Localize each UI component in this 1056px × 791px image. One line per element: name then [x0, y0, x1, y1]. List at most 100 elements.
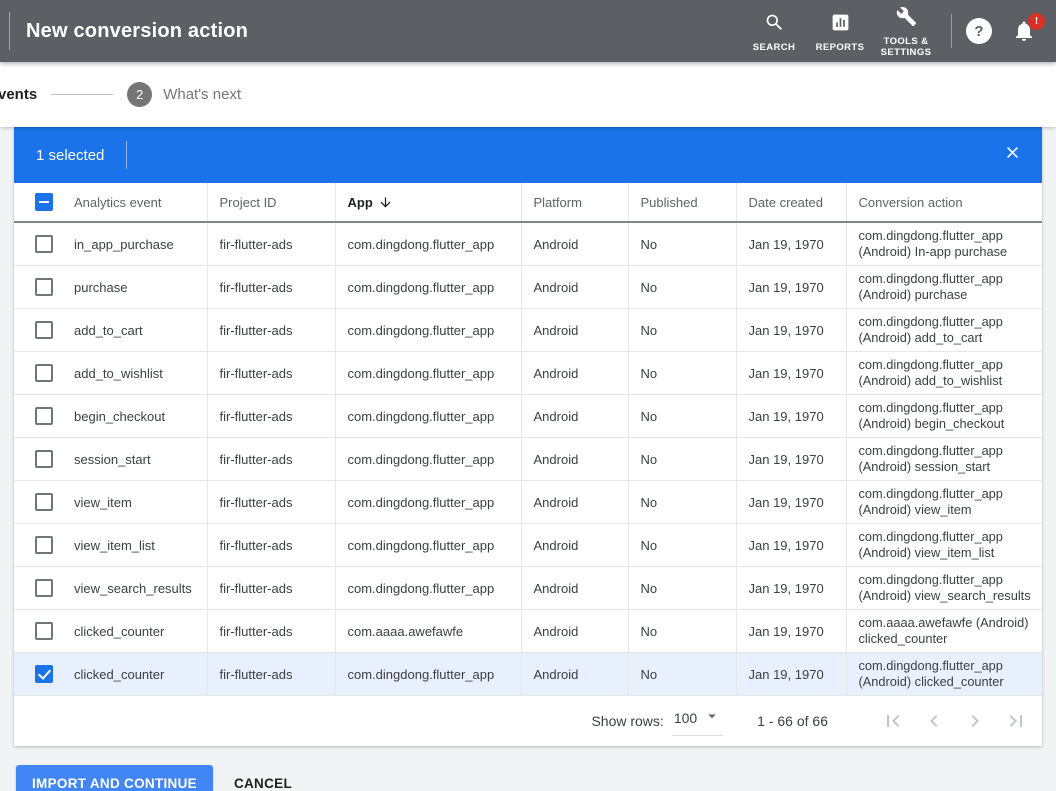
cell-project-id: fir-flutter-ads: [206, 566, 335, 610]
select-all-checkbox[interactable]: [35, 193, 53, 211]
table-row[interactable]: clicked_counter fir-flutter-ads com.ding…: [14, 652, 1042, 696]
table-row[interactable]: clicked_counter fir-flutter-ads com.aaaa…: [14, 609, 1042, 653]
cell-analytics-event: add_to_cart: [74, 308, 207, 352]
notifications-button[interactable]: !: [1012, 13, 1045, 43]
cell-platform: Android: [520, 566, 628, 610]
table-row[interactable]: begin_checkout fir-flutter-ads com.dingd…: [14, 394, 1042, 438]
show-rows-label: Show rows:: [591, 713, 664, 729]
table-row[interactable]: in_app_purchase fir-flutter-ads com.ding…: [14, 222, 1042, 266]
close-selection-button[interactable]: [1003, 143, 1022, 167]
nav-tools-settings-label: TOOLS & SETTINGS: [880, 36, 932, 58]
cell-date-created: Jan 19, 1970: [735, 394, 846, 438]
selection-count: 1 selected: [36, 146, 105, 164]
page-title: New conversion action: [26, 19, 249, 42]
cell-platform: Android: [520, 222, 628, 266]
row-checkbox[interactable]: [35, 665, 53, 683]
notification-badge: !: [1028, 13, 1045, 30]
nav-search-label: SEARCH: [752, 41, 796, 53]
cell-project-id: fir-flutter-ads: [206, 523, 335, 567]
appbar-divider: [951, 14, 952, 48]
cell-platform: Android: [520, 609, 628, 653]
nav-reports[interactable]: REPORTS: [807, 10, 873, 53]
chevron-right-icon: [963, 715, 987, 737]
events-table-card: 1 selected Analytics event Project ID Ap…: [14, 127, 1042, 746]
cell-published: No: [627, 523, 736, 567]
table-row[interactable]: view_search_results fir-flutter-ads com.…: [14, 566, 1042, 610]
cell-app: com.dingdong.flutter_app: [334, 265, 521, 309]
row-checkbox[interactable]: [35, 278, 53, 296]
cell-project-id: fir-flutter-ads: [206, 265, 335, 309]
cell-app: com.dingdong.flutter_app: [334, 222, 521, 266]
table-row[interactable]: add_to_cart fir-flutter-ads com.dingdong…: [14, 308, 1042, 352]
column-header-date-created[interactable]: Date created: [735, 183, 846, 223]
stepper-connector-line: [51, 94, 114, 95]
table-row[interactable]: view_item_list fir-flutter-ads com.dingd…: [14, 523, 1042, 567]
row-checkbox[interactable]: [35, 579, 53, 597]
row-checkbox[interactable]: [35, 536, 53, 554]
cell-platform: Android: [520, 265, 628, 309]
cell-date-created: Jan 19, 1970: [735, 265, 846, 309]
cell-published: No: [627, 480, 736, 524]
column-header-project-id[interactable]: Project ID: [206, 183, 335, 223]
import-and-continue-button[interactable]: IMPORT AND CONTINUE: [16, 765, 213, 791]
show-rows-value: 100: [673, 710, 698, 726]
table-row[interactable]: view_item fir-flutter-ads com.dingdong.f…: [14, 480, 1042, 524]
column-header-published[interactable]: Published: [627, 183, 736, 223]
bottom-actions: IMPORT AND CONTINUE CANCEL: [16, 765, 1056, 791]
chevron-left-icon: [922, 715, 946, 737]
column-header-conversion-action[interactable]: Conversion action: [845, 183, 1042, 223]
cell-project-id: fir-flutter-ads: [206, 609, 335, 653]
stepper-strip: vents 2 What's next: [0, 62, 1056, 127]
cell-date-created: Jan 19, 1970: [735, 566, 846, 610]
next-page-button[interactable]: [963, 709, 987, 733]
cell-platform: Android: [520, 351, 628, 395]
cell-project-id: fir-flutter-ads: [206, 394, 335, 438]
last-page-button[interactable]: [1004, 709, 1028, 733]
cell-analytics-event: clicked_counter: [74, 652, 207, 696]
search-icon: [764, 12, 785, 38]
stepper-step1-label: vents: [0, 86, 38, 103]
row-checkbox[interactable]: [35, 493, 53, 511]
cell-app: com.dingdong.flutter_app: [334, 480, 521, 524]
wrench-icon: [896, 6, 917, 32]
cell-app: com.dingdong.flutter_app: [334, 566, 521, 610]
cancel-button[interactable]: CANCEL: [233, 776, 293, 791]
previous-page-button[interactable]: [922, 709, 946, 733]
dropdown-caret-icon: [697, 707, 721, 730]
selection-bar: 1 selected: [14, 127, 1042, 183]
nav-search[interactable]: SEARCH: [741, 10, 807, 53]
help-button[interactable]: ?: [966, 18, 992, 44]
analytics-events-table: Analytics event Project ID App Platform …: [14, 183, 1042, 696]
cell-published: No: [627, 437, 736, 481]
cell-published: No: [627, 351, 736, 395]
row-checkbox[interactable]: [35, 364, 53, 382]
table-row[interactable]: add_to_wishlist fir-flutter-ads com.ding…: [14, 351, 1042, 395]
cell-date-created: Jan 19, 1970: [735, 351, 846, 395]
cell-published: No: [627, 308, 736, 352]
cell-conversion-action: com.dingdong.flutter_app (Android) begin…: [845, 394, 1042, 438]
row-checkbox[interactable]: [35, 407, 53, 425]
cell-date-created: Jan 19, 1970: [735, 523, 846, 567]
row-checkbox[interactable]: [35, 622, 53, 640]
cell-app: com.dingdong.flutter_app: [334, 652, 521, 696]
row-checkbox[interactable]: [35, 321, 53, 339]
cell-app: com.aaaa.awefawfe: [334, 609, 521, 653]
table-footer: Show rows: 100 1 - 66 of 66: [14, 696, 1042, 746]
table-row[interactable]: session_start fir-flutter-ads com.dingdo…: [14, 437, 1042, 481]
cell-app: com.dingdong.flutter_app: [334, 351, 521, 395]
row-checkbox[interactable]: [35, 235, 53, 253]
column-header-app[interactable]: App: [334, 183, 521, 223]
cell-analytics-event: view_item: [74, 480, 207, 524]
sort-arrow-down-icon: [373, 195, 393, 210]
column-header-analytics-event[interactable]: Analytics event: [74, 183, 207, 223]
column-header-platform[interactable]: Platform: [520, 183, 628, 223]
show-rows-select[interactable]: 100: [671, 707, 724, 736]
stepper-step2-circle: 2: [127, 82, 153, 107]
nav-tools-settings[interactable]: TOOLS & SETTINGS: [873, 4, 939, 58]
cell-analytics-event: session_start: [74, 437, 207, 481]
cell-project-id: fir-flutter-ads: [206, 351, 335, 395]
row-checkbox[interactable]: [35, 450, 53, 468]
table-row[interactable]: purchase fir-flutter-ads com.dingdong.fl…: [14, 265, 1042, 309]
cell-platform: Android: [520, 480, 628, 524]
first-page-button[interactable]: [881, 709, 905, 733]
